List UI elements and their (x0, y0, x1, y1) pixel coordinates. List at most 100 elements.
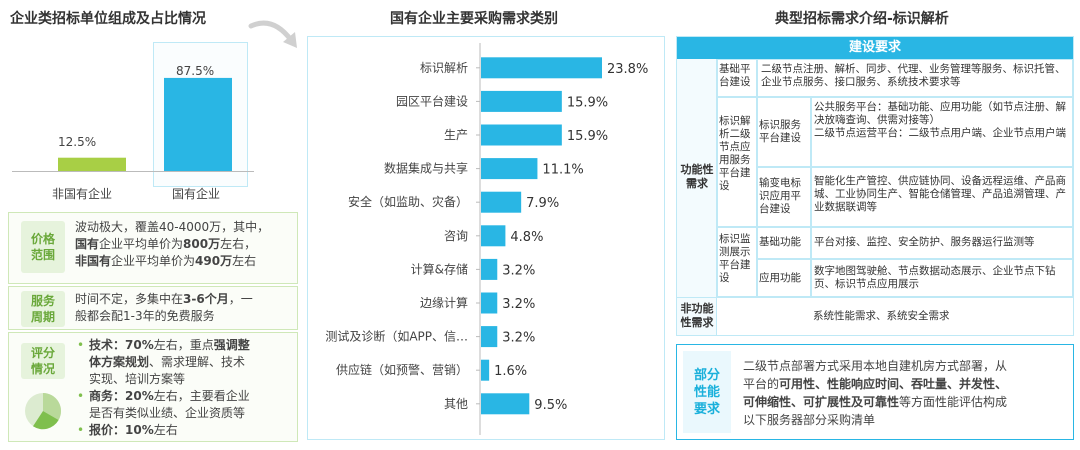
price-range-box: 价格 范围 波动极大，覆盖40-4000万，其中， 国有企业平均单价为800万左右… (8, 212, 298, 284)
cell-border (717, 227, 757, 297)
scoring-line: 体方案规划、需求理解、技术 (75, 354, 299, 371)
nonstate-value-label: 12.5% (58, 135, 97, 149)
text-run: 企业平均单价为 (99, 237, 184, 251)
cell-border (717, 297, 1073, 335)
nonfunctional-label: 非功能 性需求 (680, 302, 714, 329)
cell-border (757, 59, 1073, 97)
value-label: 9.5% (534, 398, 567, 413)
performance-box: 部分 性能 要求 二级节点部署方式采用本地自建机房方式部署，从 平台的可用性、性能… (676, 344, 1074, 440)
pie-icon (25, 393, 62, 430)
category-label: 边缘计算 (420, 295, 468, 310)
state-category-label: 国有企业 (172, 187, 221, 201)
category-label: 标识解析 (420, 61, 468, 75)
r3-sub2: 应用功能 (759, 272, 801, 284)
text-run: 左右 (153, 423, 178, 437)
text-run: 是否有类似业绩、企业资质等 (89, 406, 246, 420)
period-line: 般都会配1-3年的免费服务 (75, 308, 299, 325)
r3-text2: 数字地图驾驶舱、节点数据动态展示、企业节点下钻页、标识节点应用展示 (814, 265, 1056, 290)
text-run: 二级节点部署方式采用本地自建机房方式部署，从 (743, 359, 1008, 373)
functional-label: 功能性 需求 (680, 163, 714, 190)
bullet-icon: • (77, 423, 85, 437)
text-run: 波动极大，覆盖40-4000万，其中， (75, 220, 270, 234)
value-label: 23.8% (607, 62, 648, 77)
right-title: 典型招标需求介绍-标识解析 (775, 11, 949, 27)
r3-category: 标识监 测展示 平台建 设 (719, 233, 751, 284)
functional-cell (677, 59, 717, 297)
cell-border (757, 97, 811, 167)
value-label: 3.2% (502, 331, 535, 346)
performance-text: 二级节点部署方式采用本地自建机房方式部署，从 平台的可用性、性能响应时间、吞吐量、… (743, 357, 1069, 429)
perf-line: 二级节点部署方式采用本地自建机房方式部署，从 (743, 357, 1069, 375)
price-line: 波动极大，覆盖40-4000万，其中， (75, 219, 299, 236)
text-run: 等方面性能评估构成 (899, 395, 1008, 409)
bar (481, 225, 506, 247)
value-label: 1.6% (494, 364, 527, 379)
value-label: 15.9% (567, 95, 608, 110)
bar (481, 124, 562, 146)
text-run: 可用性、性能响应时间、吞吐量、并发性、 (779, 377, 1008, 391)
value-label: 7.9% (526, 196, 559, 211)
bar (481, 393, 530, 415)
text-run: 非国有 (75, 254, 112, 268)
perf-line: 以下服务器部分采购清单 (743, 411, 1069, 429)
requirements-table: 建设要求 功能性 需求 基础平 台建设 二级节点注册、解析、同步、代理、业务管理… (676, 36, 1074, 336)
text-run: 商务：20% (89, 389, 154, 403)
cell-border (717, 97, 757, 227)
r2-text1: 公共服务平台：基础功能、应用功能（如节点注册、解决放嗨查询、供需对接等） 二级节… (814, 101, 1066, 139)
value-label: 3.2% (502, 263, 535, 278)
bar (481, 258, 498, 280)
text-run: 、需求理解、技术 (149, 355, 246, 369)
cell-border (811, 167, 1073, 227)
value-label: 11.1% (542, 163, 583, 178)
r2-category: 标识解 析二级 节点应 用服务 平台建 设 (719, 115, 751, 192)
text-run: 左右， (220, 237, 257, 251)
text-run: 实现、培训方案等 (89, 372, 186, 386)
nonfunctional-cell (677, 297, 717, 335)
state-value-label: 87.5% (176, 64, 215, 78)
perf-line: 可伸缩性、可扩展性及可靠性等方面性能评估构成 (743, 393, 1069, 411)
text-run: 国有 (75, 237, 100, 251)
cell-border (757, 259, 811, 297)
text-run: 左右，重点 (153, 338, 214, 352)
r1-category: 基础平 台建设 (719, 63, 751, 88)
bar (481, 158, 538, 180)
text-run: 800万 (183, 237, 221, 251)
text-run: 报价：10% (89, 423, 154, 437)
cell-border (757, 167, 811, 227)
r3-text1: 平台对接、监控、安全防护、服务器运行监测等 (814, 236, 1035, 248)
text-run: 左右，主要看企业 (153, 389, 250, 403)
text-run: 平台的 (743, 377, 780, 391)
text-run: 490万 (195, 254, 233, 268)
ownership-bar-chart: 12.5% 87.5% 非国有企业 国有企业 (8, 28, 258, 208)
category-label: 计算&存储 (411, 261, 468, 276)
cell-border (811, 97, 1073, 167)
r2-sub2: 输变电标 识应用平 台建设 (759, 177, 801, 215)
scoring-line: 是否有类似业绩、企业资质等 (75, 405, 299, 422)
price-range-label: 价格 范围 (21, 221, 65, 273)
bullet-icon: • (77, 389, 85, 403)
value-label: 4.8% (510, 230, 543, 245)
bar (481, 191, 522, 213)
category-label: 其他 (444, 397, 468, 411)
left-title: 企业类招标单位组成及占比情况 (10, 11, 206, 27)
curved-arrow-icon (248, 20, 297, 48)
scoring-line: 实现、培训方案等 (75, 371, 299, 388)
r1-text: 二级节点注册、解析、同步、代理、业务管理等服务、标识托管、企业节点服务、接口服务… (761, 63, 1066, 88)
cell-border (811, 259, 1073, 297)
scoring-line: • 商务：20%左右，主要看企业 (75, 388, 299, 405)
price-range-text: 波动极大，覆盖40-4000万，其中， 国有企业平均单价为800万左右， 非国有企业… (75, 219, 299, 270)
nonfunctional-text: 系统性能需求、系统安全需求 (813, 310, 950, 322)
performance-label: 部分 性能 要求 (693, 368, 720, 417)
r2-text2: 智能化生产管控、供应链协同、设备远程运维、产品商城、工业协同生产、智能仓储管理、… (814, 175, 1066, 213)
ownership-bar (58, 157, 126, 171)
value-label: 15.9% (567, 129, 608, 144)
text-run: 以下服务器部分采购清单 (743, 413, 876, 427)
cell-border (717, 59, 757, 97)
bullet-icon: • (77, 338, 85, 352)
cell-border (811, 227, 1073, 259)
text-run: 3-6个月 (183, 292, 229, 306)
text-run: ，一 (228, 292, 253, 306)
scoring-box: 评分 情况 • 技术：70%左右，重点强调整 体方案规划、需求理解、技术 实现、培训方… (8, 332, 298, 442)
text-run: 强调整 (213, 338, 250, 352)
chart-title: 国有企业主要采购需求类别 (390, 11, 558, 27)
